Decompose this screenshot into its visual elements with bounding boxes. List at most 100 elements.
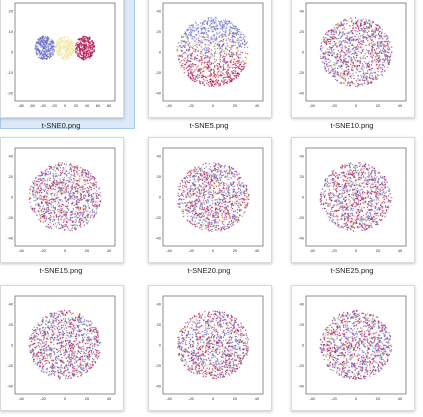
y-tick-label: 20 bbox=[157, 174, 162, 179]
y-tick-label: 0 bbox=[302, 50, 305, 55]
y-tick-label: -20 bbox=[7, 363, 14, 368]
plot-frame bbox=[305, 147, 407, 247]
file-thumbnail[interactable]: 40 20 0 -20 -40 -40 -20 0 20 40 bbox=[0, 285, 124, 411]
x-tick-label: -40 bbox=[18, 396, 25, 401]
y-tick-label: 10 bbox=[9, 29, 14, 34]
x-tick-label: 40 bbox=[255, 103, 260, 108]
tsne-scatter-plot: 40 20 0 -20 -40 -40 -20 0 20 40 bbox=[155, 295, 264, 401]
tsne-scatter-plot: 40 20 0 -20 -40 -40 -20 0 20 40 bbox=[155, 147, 264, 253]
file-thumbnail[interactable]: 40 20 0 -20 -40 -40 -20 0 20 40 bbox=[291, 137, 415, 263]
x-tick-label: -80 bbox=[18, 103, 25, 108]
y-tick-label: 40 bbox=[9, 154, 14, 159]
x-tick-label: -20 bbox=[331, 103, 338, 108]
x-tick-label: -40 bbox=[166, 396, 173, 401]
x-tick-label: -40 bbox=[166, 248, 173, 253]
y-tick-label: 0 bbox=[159, 50, 162, 55]
y-tick-label: 0 bbox=[302, 195, 305, 200]
y-tick-label: -20 bbox=[298, 70, 305, 75]
tsne-scatter-plot: 20 10 0 -10 -20 -80 -60 -40 -20 0 20 40 60 80 bbox=[7, 2, 116, 108]
x-tick-label: 0 bbox=[212, 396, 215, 401]
y-tick-label: 20 bbox=[157, 29, 162, 34]
scatter-points bbox=[176, 162, 250, 233]
file-name-label[interactable]: t-SNE25.png bbox=[330, 266, 374, 275]
file-name-label[interactable]: t-SNE20.png bbox=[187, 266, 231, 275]
y-tick-label: 20 bbox=[300, 174, 305, 179]
x-tick-label: 20 bbox=[376, 248, 381, 253]
x-tick-label: 0 bbox=[355, 248, 358, 253]
x-tick-label: 40 bbox=[398, 396, 403, 401]
y-tick-label: -20 bbox=[7, 91, 14, 96]
scatter-points bbox=[319, 17, 393, 88]
x-tick-label: 80 bbox=[107, 103, 112, 108]
x-tick-label: 0 bbox=[212, 103, 215, 108]
x-tick-label: -20 bbox=[51, 103, 58, 108]
file-thumbnail[interactable]: 40 20 0 -20 -40 -40 -20 0 20 40 bbox=[148, 285, 272, 411]
y-tick-label: -20 bbox=[7, 215, 14, 220]
y-tick-label: -40 bbox=[155, 236, 162, 241]
y-tick-label: 20 bbox=[300, 29, 305, 34]
file-name-label[interactable]: t-SNE15.png bbox=[39, 266, 83, 275]
y-tick-label: 20 bbox=[9, 174, 14, 179]
tsne-scatter-plot: 40 20 0 -20 -40 -40 -20 0 20 40 bbox=[298, 147, 407, 253]
tsne-scatter-plot: 40 20 0 -20 -40 -40 -20 0 20 40 bbox=[7, 295, 116, 401]
file-name-label[interactable]: t-SNE0.png bbox=[41, 121, 81, 130]
file-name-label[interactable]: t-SNE5.png bbox=[189, 121, 229, 130]
y-tick-label: -40 bbox=[7, 384, 14, 389]
scatter-points bbox=[176, 16, 249, 88]
y-tick-label: 40 bbox=[300, 302, 305, 307]
file-thumbnail[interactable]: 40 20 0 -20 -40 -40 -20 0 20 40 bbox=[0, 137, 124, 263]
file-name-label[interactable]: t-SNE10.png bbox=[330, 121, 374, 130]
y-tick-label: 20 bbox=[9, 322, 14, 327]
x-tick-label: -40 bbox=[18, 248, 25, 253]
x-tick-label: 40 bbox=[255, 248, 260, 253]
y-tick-label: 40 bbox=[9, 302, 14, 307]
y-tick-label: 0 bbox=[159, 195, 162, 200]
x-tick-label: 0 bbox=[64, 103, 67, 108]
y-tick-label: -40 bbox=[155, 384, 162, 389]
x-tick-label: 40 bbox=[107, 248, 112, 253]
y-tick-label: 40 bbox=[157, 302, 162, 307]
x-tick-label: 40 bbox=[85, 103, 90, 108]
y-tick-label: 0 bbox=[302, 343, 305, 348]
scatter-points bbox=[319, 309, 393, 381]
x-tick-label: 20 bbox=[233, 248, 238, 253]
x-tick-label: -40 bbox=[309, 103, 316, 108]
file-thumbnail[interactable]: 40 20 0 -20 -40 -40 -20 0 20 40 bbox=[148, 0, 272, 118]
y-tick-label: -20 bbox=[155, 70, 162, 75]
x-tick-label: 60 bbox=[96, 103, 101, 108]
x-tick-label: -60 bbox=[29, 103, 36, 108]
y-tick-label: -40 bbox=[298, 236, 305, 241]
y-tick-label: -40 bbox=[155, 91, 162, 96]
x-tick-label: 20 bbox=[85, 396, 90, 401]
scatter-points bbox=[34, 35, 96, 61]
y-tick-label: 40 bbox=[300, 154, 305, 159]
y-tick-label: 20 bbox=[9, 9, 14, 14]
file-thumbnail[interactable]: 40 20 0 -20 -40 -40 -20 0 20 40 bbox=[148, 137, 272, 263]
x-tick-label: -20 bbox=[331, 396, 338, 401]
file-thumbnail[interactable]: 40 20 0 -20 -40 -40 -20 0 20 40 bbox=[291, 0, 415, 118]
x-tick-label: -40 bbox=[309, 248, 316, 253]
y-tick-label: 20 bbox=[157, 322, 162, 327]
x-tick-label: 40 bbox=[107, 396, 112, 401]
x-tick-label: -20 bbox=[188, 248, 195, 253]
y-tick-label: -20 bbox=[155, 363, 162, 368]
x-tick-label: 20 bbox=[233, 103, 238, 108]
x-tick-label: 0 bbox=[64, 396, 67, 401]
y-tick-label: 0 bbox=[159, 343, 162, 348]
scatter-points bbox=[28, 309, 102, 381]
y-tick-label: 0 bbox=[11, 343, 14, 348]
x-tick-label: -40 bbox=[309, 396, 316, 401]
x-tick-label: 40 bbox=[255, 396, 260, 401]
file-thumbnail[interactable]: 20 10 0 -10 -20 -80 -60 -40 -20 0 20 40 60 80 bbox=[0, 0, 124, 118]
y-tick-label: 40 bbox=[157, 9, 162, 14]
x-tick-label: -20 bbox=[188, 103, 195, 108]
x-tick-label: 20 bbox=[74, 103, 79, 108]
x-tick-label: 20 bbox=[85, 248, 90, 253]
file-thumbnail[interactable]: 40 20 0 -20 -40 -40 -20 0 20 40 bbox=[291, 285, 415, 411]
x-tick-label: 20 bbox=[376, 396, 381, 401]
y-tick-label: -20 bbox=[298, 215, 305, 220]
y-tick-label: -20 bbox=[298, 363, 305, 368]
x-tick-label: -20 bbox=[40, 248, 47, 253]
y-tick-label: 40 bbox=[157, 154, 162, 159]
y-tick-label: 0 bbox=[11, 195, 14, 200]
